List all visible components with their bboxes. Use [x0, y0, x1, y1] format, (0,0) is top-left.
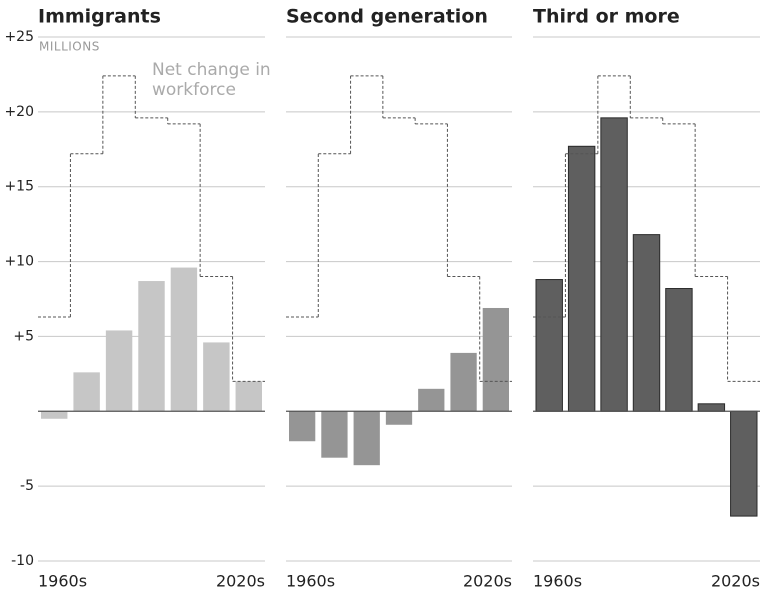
- bar: [665, 288, 693, 412]
- bar: [600, 117, 628, 412]
- bar: [730, 410, 758, 517]
- bar: [697, 403, 726, 412]
- bar: [567, 145, 596, 412]
- bar: [632, 234, 661, 412]
- bar: [289, 411, 316, 442]
- bar: [418, 388, 445, 412]
- y-tick-label: +20: [4, 104, 34, 120]
- bar: [170, 267, 198, 412]
- x-tick-label: 2020s: [216, 572, 265, 591]
- bar: [321, 411, 348, 458]
- bar: [482, 307, 509, 412]
- y-axis-label: MILLIONS: [39, 40, 100, 54]
- bar: [385, 411, 413, 425]
- y-tick-label: +25: [4, 29, 34, 45]
- x-tick-label: 1960s: [286, 572, 335, 591]
- bar: [235, 381, 262, 412]
- y-tick-label: +5: [13, 328, 34, 344]
- bar: [73, 372, 100, 412]
- y-tick-label: +15: [4, 179, 34, 195]
- bar: [353, 411, 380, 466]
- bar: [450, 352, 477, 412]
- y-tick-label: +10: [4, 254, 34, 270]
- panel-title: Second generation: [286, 6, 488, 28]
- bar: [203, 342, 230, 412]
- x-tick-label: 2020s: [463, 572, 512, 591]
- bar: [41, 411, 68, 419]
- y-tick-label: -5: [20, 478, 34, 494]
- x-tick-label: 1960s: [38, 572, 87, 591]
- x-tick-label: 2020s: [711, 572, 760, 591]
- y-tick-label: -10: [11, 553, 34, 569]
- net-change-label: Net change in workforce: [152, 60, 271, 100]
- bar: [138, 281, 165, 412]
- bar: [535, 279, 563, 412]
- panel-title: Immigrants: [38, 6, 161, 28]
- panel-title: Third or more: [533, 6, 680, 28]
- x-tick-label: 1960s: [533, 572, 582, 591]
- bar: [105, 330, 133, 412]
